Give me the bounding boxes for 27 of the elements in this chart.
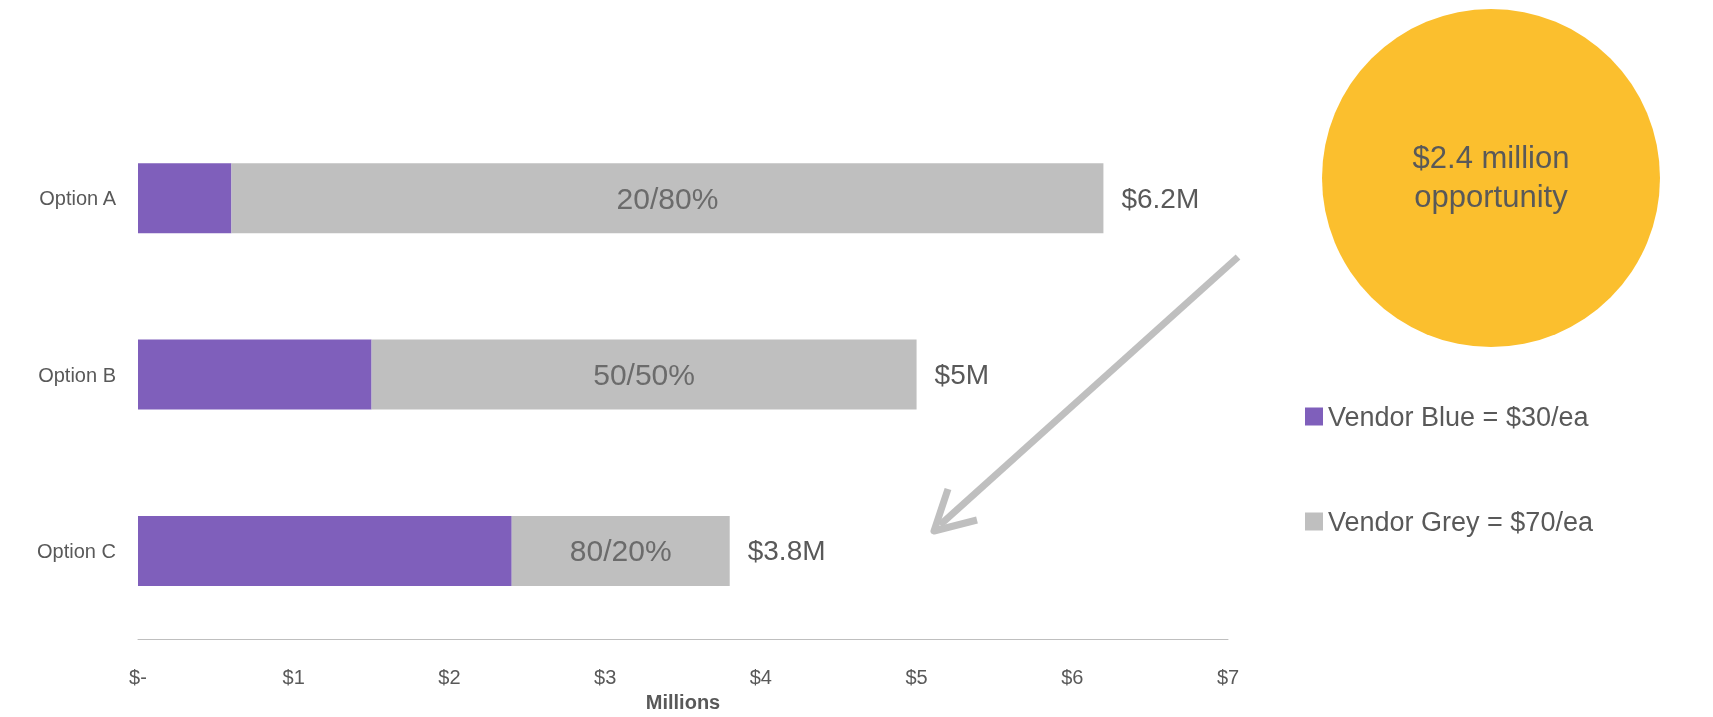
legend-label: Vendor Grey = $70/ea bbox=[1328, 506, 1594, 537]
annotation: 80/20% bbox=[569, 534, 672, 568]
total-label: $6.2M bbox=[1121, 182, 1200, 214]
x-tick-label: $4 bbox=[749, 666, 772, 689]
annotation: 50/50% bbox=[593, 358, 695, 392]
x-axis-title: Millions bbox=[645, 691, 721, 713]
y-tick-label: Option A bbox=[39, 187, 117, 210]
bar bbox=[138, 515, 512, 586]
y-tick-label: Option B bbox=[38, 363, 116, 386]
x-tick-label: $6 bbox=[1061, 666, 1084, 689]
circle-callout: $2.4 million opportunity bbox=[1322, 9, 1660, 347]
x-tick-label: $- bbox=[129, 666, 147, 689]
bar bbox=[231, 163, 1104, 234]
total-label: $3.8M bbox=[747, 535, 826, 567]
x-tick-label: $2 bbox=[438, 666, 461, 689]
legend-label: Vendor Blue = $30/ea bbox=[1328, 401, 1590, 432]
x-tick-label: $3 bbox=[594, 666, 617, 689]
bar bbox=[138, 163, 232, 234]
x-tick-label: $1 bbox=[282, 666, 305, 689]
bar bbox=[371, 339, 917, 410]
x-tick-label: $5 bbox=[905, 666, 928, 689]
bar bbox=[511, 515, 730, 586]
total-label: $5M bbox=[934, 359, 990, 391]
bar bbox=[138, 339, 372, 410]
y-tick-label: Option C bbox=[37, 539, 116, 562]
annotation: 20/80% bbox=[616, 181, 719, 215]
x-tick-label: $7 bbox=[1216, 666, 1240, 689]
